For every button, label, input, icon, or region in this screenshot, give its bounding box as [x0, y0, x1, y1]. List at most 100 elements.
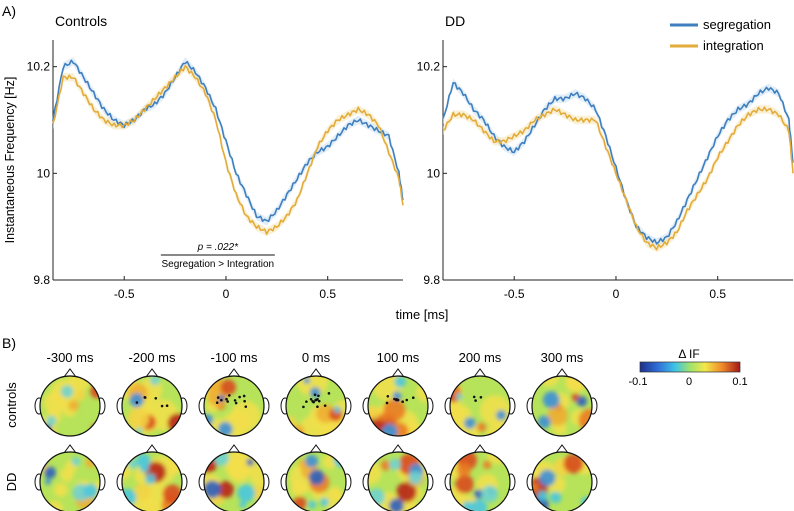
topomap-blob [303, 377, 311, 384]
topomap-surface [286, 376, 346, 436]
head-nose [555, 368, 569, 378]
head-outline [285, 375, 347, 437]
topomap-blob [296, 376, 329, 397]
topo-column-labels: -300 ms -200 ms -100 ms 0 ms 100 ms 200 ms 300… [47, 350, 584, 365]
topomap-blob [216, 480, 234, 499]
topomap-blob [305, 454, 319, 468]
topomap-blob [542, 391, 560, 409]
topomap-blob [328, 486, 342, 499]
electrode-marker [143, 396, 147, 399]
head-nose [555, 444, 569, 454]
head-outline [531, 451, 593, 511]
topomap-blob [204, 454, 218, 474]
electrode-marker [315, 398, 318, 402]
head-outline [203, 451, 265, 511]
head-outline [449, 451, 511, 511]
topomap-blob [68, 399, 80, 411]
tick-group: -0.5 0 0.5 9.8 10 10.2 [417, 60, 727, 301]
panel-a-label: A) [2, 3, 16, 19]
electrode-marker [165, 404, 169, 407]
topomap-blob [145, 473, 156, 485]
topo-column-label: -100 ms [211, 350, 258, 365]
topomap-blob [476, 422, 487, 432]
error-band-segregation [53, 57, 403, 226]
electrode-marker [313, 393, 317, 397]
topomap-blob [129, 393, 144, 408]
topomap-blob [538, 469, 556, 487]
electrode-marker [154, 396, 158, 400]
y-tick-label: 9.8 [423, 273, 440, 287]
topomap-head [116, 368, 188, 437]
topomap-blob [396, 481, 417, 503]
electrode-marker [227, 394, 231, 397]
electrode-marker [386, 395, 390, 398]
significance-label: Segregation > Integration [162, 259, 275, 270]
topomap-surface [204, 376, 264, 436]
electrode-marker [220, 398, 223, 402]
electrode-marker [244, 405, 248, 408]
topomap-head [198, 444, 270, 511]
topomap-blob [246, 458, 254, 466]
head-outline [121, 451, 183, 511]
topomap-blob [218, 394, 225, 402]
head-nose [309, 444, 323, 454]
topomap-blob [74, 390, 86, 401]
topomap-head [526, 368, 598, 437]
chart-title: Controls [55, 13, 107, 29]
topomap-blob [576, 396, 588, 407]
topomap-blob [482, 460, 492, 470]
head-outline [203, 375, 265, 437]
x-axis-label: time [ms] [396, 307, 449, 322]
electrode-marker [160, 404, 164, 408]
electrode-marker [215, 401, 219, 404]
error-band-segregation [443, 78, 793, 247]
topomap-blob [220, 379, 237, 396]
colorbar: Δ IF -0.1 0 0.1 [629, 347, 748, 388]
head-outline [367, 451, 429, 511]
head-outline [39, 451, 101, 511]
head-outline [285, 451, 347, 511]
topo-column-label: -200 ms [129, 350, 176, 365]
x-tick-label: 0 [223, 287, 230, 301]
head-outline [121, 375, 183, 437]
electrode-marker [474, 399, 477, 402]
electrode-marker [401, 400, 404, 404]
legend: segregation integration [670, 17, 771, 53]
topomap-blob [40, 453, 47, 465]
electrode-marker [411, 396, 415, 399]
topomap-blob [474, 489, 484, 499]
topomap-blob [308, 500, 317, 509]
topomap-head [280, 444, 352, 511]
topo-column-label: -300 ms [47, 350, 94, 365]
head-outline [531, 375, 593, 437]
topomap-blob [44, 478, 52, 485]
topomap-head [444, 368, 516, 437]
error-band-group [443, 78, 793, 253]
topomap-blob [250, 465, 264, 488]
head-nose [391, 444, 405, 454]
topomap-blob [83, 483, 98, 499]
series-line-integration [52, 65, 404, 235]
topomap-blob [167, 413, 182, 434]
panel-b-label: B) [2, 335, 16, 351]
x-tick-label: 0.5 [709, 287, 726, 301]
head-nose [473, 444, 487, 454]
electrode-marker [317, 394, 320, 398]
topomap-blob [291, 431, 303, 436]
electrode-marker [317, 399, 321, 403]
topomap-blob [388, 498, 404, 511]
topomap-blob [150, 376, 160, 386]
topomap-blob [380, 460, 391, 471]
series-line-group [52, 59, 404, 235]
row-label-dd: DD [4, 473, 19, 492]
chart-dd: DD -0.5 0 0.5 9.8 10 10.2 [417, 13, 794, 301]
head-nose [63, 444, 77, 454]
topomap-blob [455, 474, 474, 494]
y-axis-label: Instantaneous Frequency [Hz] [3, 77, 17, 244]
series-line-segregation [52, 59, 404, 222]
topomap-blob [537, 490, 548, 501]
tick-group: -0.5 0 0.5 9.8 10 10.2 [27, 60, 337, 301]
topomap-head [362, 444, 434, 511]
topomap-blob [204, 376, 223, 392]
